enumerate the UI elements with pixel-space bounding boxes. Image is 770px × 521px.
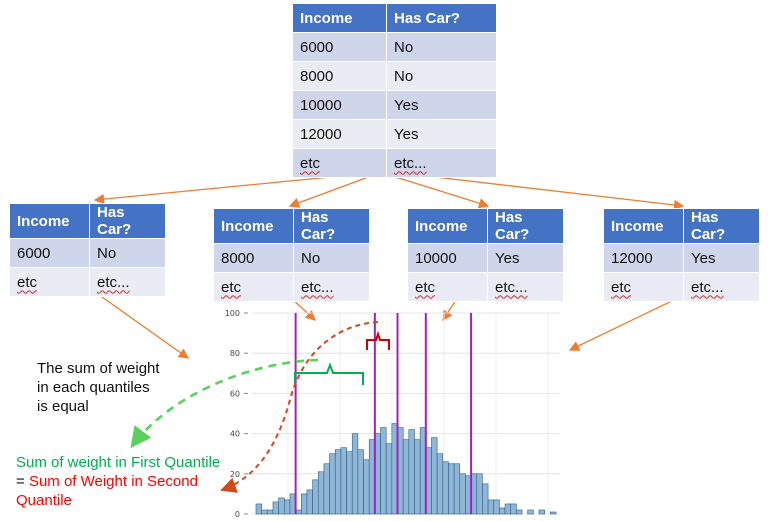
cell-has-car: etc... (386, 148, 497, 178)
weight-note-line-2: in each quantiles (37, 379, 150, 396)
etc-text: etc... (301, 278, 334, 296)
table-row: etc etc... (407, 272, 564, 302)
cell-income: 6000 (292, 32, 387, 62)
cell-income: etc (603, 272, 684, 302)
header-income: Income (213, 208, 294, 244)
etc-text: etc (300, 154, 321, 172)
header-income: Income (603, 208, 684, 244)
second-quantile-note: = Sum of Weight in Second (16, 472, 216, 491)
cell-has-car: Yes (487, 243, 564, 273)
cell-has-car: No (386, 32, 497, 62)
cell-income: etc (9, 267, 90, 297)
cell-has-car: etc... (293, 272, 370, 302)
header-has-car: Has Car? (487, 208, 564, 244)
etc-text: etc (17, 273, 38, 291)
cell-income: 12000 (603, 243, 684, 273)
arrow-to-child-2 (288, 171, 383, 208)
table-row: 12000 Yes (603, 243, 760, 273)
source-table: Income Has Car? 6000 No 8000 No 10000 Ye… (292, 3, 497, 178)
child-table-3: Income Has Car? 10000 Yes etc etc... (407, 208, 564, 302)
table-row: 6000 No (9, 238, 166, 268)
etc-text: etc... (394, 154, 427, 172)
first-quantile-note: Sum of weight in First Quantile (16, 454, 221, 471)
cell-has-car: No (386, 61, 497, 91)
etc-text: etc... (97, 273, 130, 291)
table-row: 12000 Yes (292, 119, 497, 149)
cell-income: etc (292, 148, 387, 178)
weight-note: The sum of weight in each quantiles is e… (37, 359, 197, 416)
cell-has-car: Yes (386, 90, 497, 120)
cell-has-car: No (293, 243, 370, 273)
arrow-child-4-to-chart (568, 296, 681, 351)
cell-has-car: Yes (386, 119, 497, 149)
cell-income: 10000 (407, 243, 488, 273)
child-table-1: Income Has Car? 6000 No etc etc... (9, 203, 166, 297)
etc-text: etc (611, 278, 632, 296)
table-row: 10000 Yes (407, 243, 564, 273)
table-row: 6000 No (292, 32, 497, 62)
cell-has-car: etc... (683, 272, 760, 302)
cell-has-car: Yes (683, 243, 760, 273)
weight-note-line-1: The sum of weight (37, 360, 160, 377)
header-has-car: Has Car? (683, 208, 760, 244)
cell-income: 12000 (292, 119, 387, 149)
table-row: 8000 No (213, 243, 370, 273)
etc-text: etc... (691, 278, 724, 296)
header-has-car: Has Car? (293, 208, 370, 244)
child-table-2: Income Has Car? 8000 No etc etc... (213, 208, 370, 302)
weight-note-line-3: is equal (37, 398, 89, 415)
cell-has-car: etc... (89, 267, 166, 297)
cell-income: etc (213, 272, 294, 302)
etc-text: etc (221, 278, 242, 296)
header-income: Income (9, 203, 90, 239)
arrow-to-child-4 (391, 171, 685, 211)
arrow-child-1-to-chart (87, 286, 190, 359)
cell-income: 10000 (292, 90, 387, 120)
second-quantile-note-line-2: Quantile (16, 492, 72, 509)
cell-income: 8000 (213, 243, 294, 273)
cell-has-car: etc... (487, 272, 564, 302)
etc-text: etc... (495, 278, 528, 296)
table-row: etc etc... (9, 267, 166, 297)
header-income: Income (292, 3, 387, 33)
second-quantile-text: Sum of Weight in Second (28, 473, 198, 490)
cell-income: 8000 (292, 61, 387, 91)
cell-has-car: No (89, 238, 166, 268)
arrow-to-child-3 (385, 173, 490, 209)
etc-text: etc (415, 278, 436, 296)
header-has-car: Has Car? (386, 3, 497, 33)
table-row: etc etc... (213, 272, 370, 302)
header-income: Income (407, 208, 488, 244)
table-row: etc etc... (603, 272, 760, 302)
table-row: etc etc... (292, 148, 497, 178)
child-table-4: Income Has Car? 12000 Yes etc etc... (603, 208, 760, 302)
header-has-car: Has Car? (89, 203, 166, 239)
table-row: 10000 Yes (292, 90, 497, 120)
cell-income: etc (407, 272, 488, 302)
cell-income: 6000 (9, 238, 90, 268)
table-row: 8000 No (292, 61, 497, 91)
equals-sign: = (16, 473, 29, 490)
